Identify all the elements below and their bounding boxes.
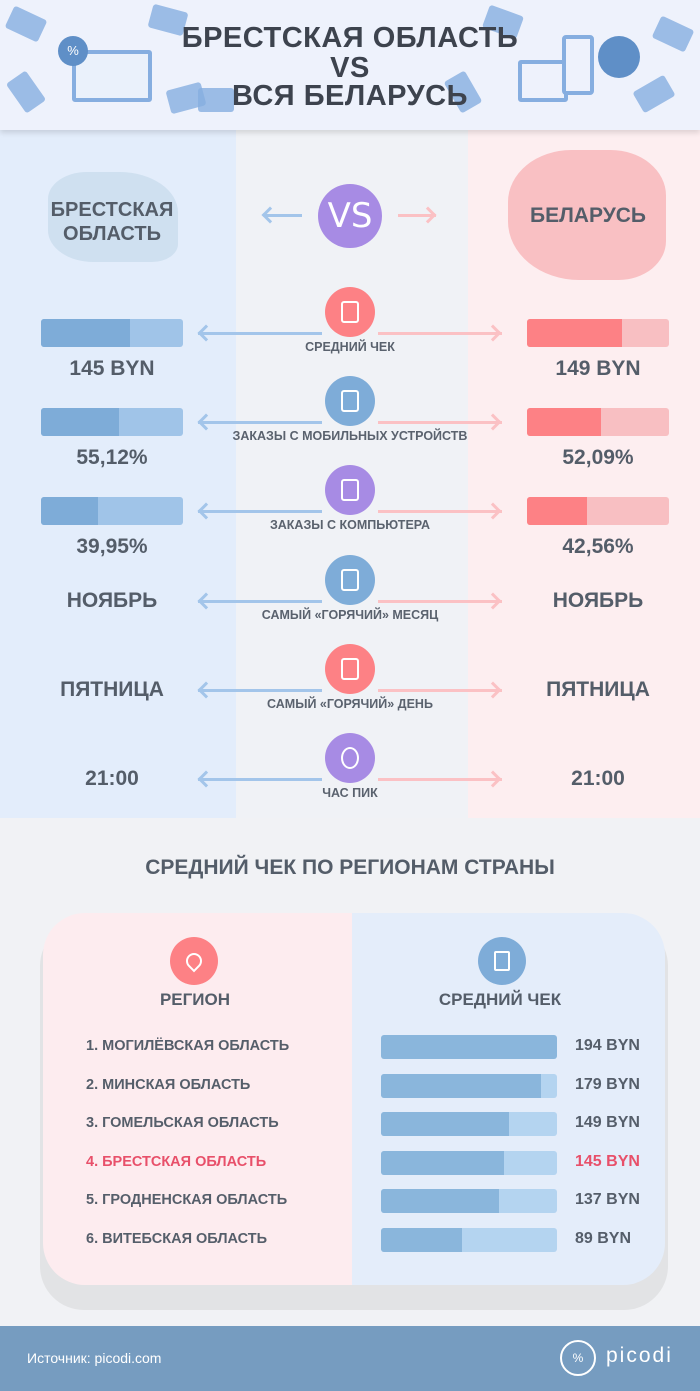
belarus-value: 42,56%	[562, 535, 634, 559]
arrow-right-icon	[398, 214, 436, 217]
region-bar	[381, 1228, 557, 1252]
arrow-left-icon	[198, 421, 322, 425]
metric-label: ЧАС ПИК	[322, 786, 378, 800]
touch-icon	[598, 36, 640, 78]
region-bar-fill	[381, 1228, 462, 1252]
belarus-value: 21:00	[571, 767, 625, 790]
region-name: 1. МОГИЛЁВСКАЯ ОБЛАСТЬ	[86, 1038, 290, 1054]
title-line-3: ВСЯ БЕЛАРУСЬ	[232, 80, 468, 112]
arrow-left-icon	[198, 778, 322, 781]
region-value: 149 BYN	[575, 1114, 640, 1132]
picodi-logo-icon: %	[560, 1340, 596, 1376]
arrow-left-icon	[198, 688, 322, 692]
brest-bar-fill	[41, 319, 131, 347]
brest-title: БРЕСТСКАЯ ОБЛАСТЬ	[50, 199, 174, 245]
region-bar-fill	[381, 1189, 499, 1214]
belarus-bar	[527, 497, 669, 526]
brest-bar	[41, 319, 183, 347]
brest-value: 55,12%	[76, 446, 148, 470]
credit-card-icon	[198, 88, 234, 112]
metric-label: СРЕДНИЙ ЧЕК	[305, 340, 395, 354]
title-line-1: БРЕСТСКАЯ ОБЛАСТЬ	[181, 22, 519, 54]
laptop-icon	[325, 465, 375, 516]
brest-value: ПЯТНИЦА	[60, 677, 164, 701]
brest-bar	[41, 408, 183, 437]
calendar-check-icon	[325, 643, 375, 694]
brest-bar	[41, 497, 183, 526]
belarus-bar-fill	[527, 319, 623, 347]
region-name: 3. ГОМЕЛЬСКАЯ ОБЛАСТЬ	[86, 1115, 279, 1132]
region-bar-fill	[381, 1112, 510, 1137]
belarus-value: 149 BYN	[555, 357, 641, 380]
picodi-logo: picodi	[606, 1344, 673, 1367]
smartphone-icon	[325, 376, 375, 427]
arrow-right-icon	[378, 688, 502, 692]
region-name: 6. ВИТЕБСКАЯ ОБЛАСТЬ	[86, 1231, 268, 1247]
region-bar	[381, 1150, 557, 1175]
region-column-header: РЕГИОН	[159, 990, 231, 1009]
metric-label: ЗАКАЗЫ С КОМПЬЮТЕРА	[269, 518, 431, 533]
region-bar-fill	[381, 1073, 542, 1098]
arrow-left-icon	[198, 599, 322, 603]
arrow-right-icon	[378, 599, 502, 603]
brest-value: 145 BYN	[69, 357, 155, 380]
brest-value: 39,95%	[76, 535, 148, 559]
brest-value: НОЯБРЬ	[66, 588, 158, 612]
region-value: 179 BYN	[575, 1075, 640, 1093]
region-value: 89 BYN	[575, 1230, 632, 1247]
metric-label: САМЫЙ «ГОРЯЧИЙ» МЕСЯЦ	[261, 607, 439, 622]
vs-badge: VS	[318, 184, 382, 248]
brest-bar-fill	[41, 408, 120, 437]
brest-bar-fill	[41, 497, 98, 526]
header-banner: % БРЕСТСКАЯ ОБЛАСТЬ VS ВСЯ БЕЛАРУСЬ	[0, 0, 700, 130]
arrow-left-icon	[264, 214, 302, 217]
region-bar-fill	[381, 1150, 505, 1175]
belarus-value: НОЯБРЬ	[552, 588, 644, 612]
arrow-left-icon	[198, 510, 322, 514]
region-bar	[381, 1073, 557, 1098]
regions-card	[43, 913, 665, 1285]
receipt-icon	[325, 287, 375, 337]
belarus-bar	[527, 408, 669, 437]
percent-badge-icon: %	[58, 36, 88, 66]
region-name: 2. МИНСКАЯ ОБЛАСТЬ	[86, 1076, 251, 1093]
calendar-icon	[325, 554, 375, 605]
regions-title: СРЕДНИЙ ЧЕК ПО РЕГИОНАМ СТРАНЫ	[145, 856, 555, 879]
belarus-bar-fill	[527, 408, 601, 437]
region-value: 137 BYN	[575, 1191, 640, 1209]
belarus-bar-fill	[527, 497, 588, 526]
brest-value: 21:00	[85, 767, 139, 790]
belarus-title: БЕЛАРУСЬ	[529, 204, 647, 227]
region-bar	[381, 1189, 557, 1214]
location-pin-icon	[170, 937, 218, 985]
belarus-value: 52,09%	[562, 446, 634, 470]
belarus-value: ПЯТНИЦА	[546, 677, 650, 701]
belarus-bar	[527, 319, 669, 347]
brest-map-icon	[48, 172, 178, 262]
clock-icon	[325, 733, 375, 783]
source-text: Источник: picodi.com	[27, 1350, 162, 1366]
check-column-header: СРЕДНИЙ ЧЕК	[438, 990, 562, 1009]
laptop-basket-icon	[72, 50, 152, 102]
receipt-icon	[478, 937, 526, 985]
region-bar	[381, 1112, 557, 1137]
title-line-2: VS	[330, 52, 370, 84]
region-bar	[381, 1035, 557, 1059]
arrow-left-icon	[198, 332, 322, 335]
metric-label: ЗАКАЗЫ С МОБИЛЬНЫХ УСТРОЙСТВ	[232, 429, 468, 444]
belarus-map-icon	[508, 150, 666, 280]
arrow-right-icon	[378, 510, 502, 514]
region-bar-fill	[381, 1035, 557, 1059]
region-name: 5. ГРОДНЕНСКАЯ ОБЛАСТЬ	[86, 1192, 288, 1209]
footer: Источник: picodi.com % picodi	[0, 1326, 700, 1391]
region-name: 4. БРЕСТСКАЯ ОБЛАСТЬ	[86, 1153, 267, 1170]
phone-icon	[562, 35, 594, 95]
arrow-right-icon	[378, 421, 502, 425]
region-value: 194 BYN	[575, 1037, 640, 1054]
arrow-right-icon	[378, 332, 502, 335]
metric-label: САМЫЙ «ГОРЯЧИЙ» ДЕНЬ	[267, 696, 433, 711]
arrow-right-icon	[378, 778, 502, 781]
region-value: 145 BYN	[575, 1152, 640, 1170]
